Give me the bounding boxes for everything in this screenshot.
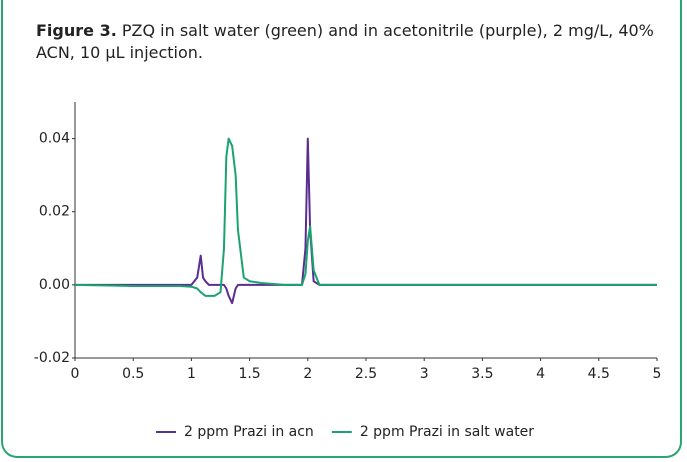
legend-label: 2 ppm Prazi in acn — [184, 424, 314, 440]
y-tick-label: 0.04 — [39, 131, 70, 147]
caption-label: Figure 3. — [36, 21, 117, 40]
x-tick-label: 5 — [653, 366, 662, 382]
y-tick-label: -0.02 — [34, 350, 70, 366]
x-tick-label: 3 — [420, 366, 429, 382]
x-tick-label: 2.5 — [355, 366, 377, 382]
x-tick-label: 3.5 — [471, 366, 493, 382]
legend-label: 2 ppm Prazi in salt water — [360, 424, 534, 440]
caption-text: PZQ in salt water (green) and in acetoni… — [36, 21, 654, 62]
x-tick-label: 4.5 — [588, 366, 610, 382]
x-tick-label: 1 — [187, 366, 196, 382]
x-tick-label: 0 — [71, 366, 80, 382]
x-tick-label: 4 — [536, 366, 545, 382]
y-tick-label: 0.00 — [39, 277, 70, 293]
y-tick-label: 0.02 — [39, 204, 70, 220]
x-tick-label: 1.5 — [238, 366, 260, 382]
x-tick-label: 0.5 — [122, 366, 144, 382]
series-line — [75, 137, 657, 305]
caption: Figure 3. PZQ in salt water (green) and … — [36, 20, 656, 64]
x-tick-label: 2 — [303, 366, 312, 382]
series-line — [74, 137, 657, 297]
